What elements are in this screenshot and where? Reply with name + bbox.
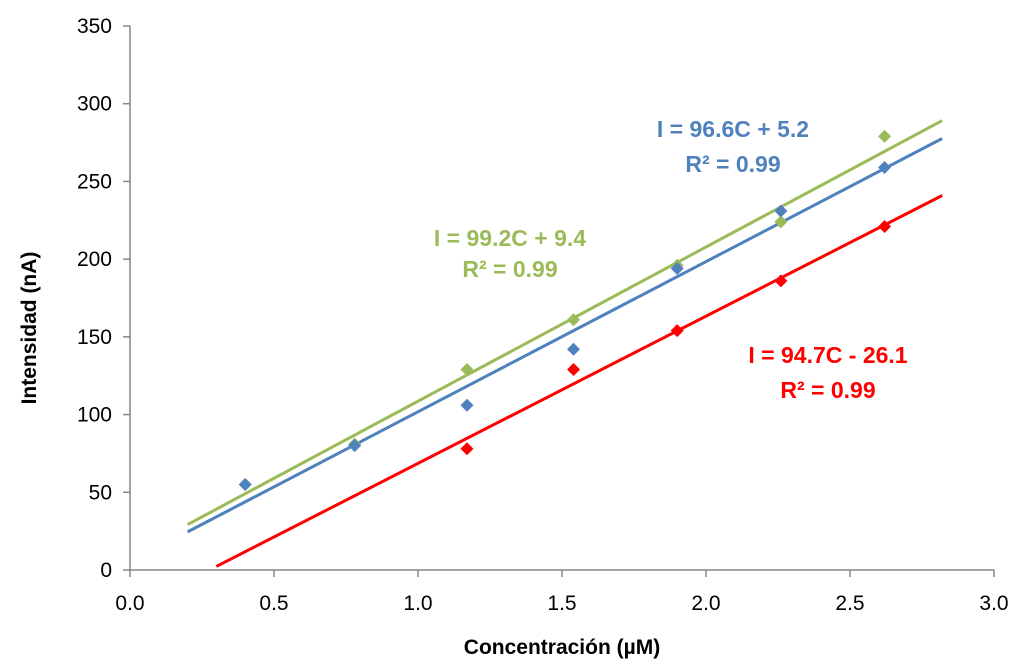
red-trendline xyxy=(215,194,943,568)
blue-data-point xyxy=(878,160,892,174)
y-tick-label: 150 xyxy=(77,326,112,349)
green-trendline xyxy=(186,119,943,526)
green-data-point xyxy=(878,129,892,143)
y-tick-label: 0 xyxy=(100,559,112,582)
red-data-point xyxy=(567,362,581,376)
axes xyxy=(129,26,994,571)
y-tick-label: 350 xyxy=(77,15,112,38)
red-data-point xyxy=(878,220,892,234)
green-data-point xyxy=(567,313,581,327)
blue-data-point xyxy=(670,261,684,275)
y-axis-title: Intensidad (nA) xyxy=(18,252,41,405)
blue-r2-label: R² = 0.99 xyxy=(685,151,780,177)
red-data-point xyxy=(670,324,684,338)
red-data-point xyxy=(460,442,474,456)
green-equation-label: I = 99.2C + 9.4 xyxy=(434,225,586,251)
green-data-point xyxy=(460,362,474,376)
y-tick-label: 250 xyxy=(77,170,112,193)
x-tick-label: 2.5 xyxy=(835,592,864,615)
green-r2-label: R² = 0.99 xyxy=(462,256,557,282)
x-tick-label: 1.0 xyxy=(403,592,432,615)
x-axis-title: Concentración (µM) xyxy=(464,636,660,659)
x-tick-label: 3.0 xyxy=(979,592,1008,615)
y-tick-label: 300 xyxy=(77,93,112,116)
blue-data-point xyxy=(460,398,474,412)
red-data-point xyxy=(774,274,788,288)
red-r2-label: R² = 0.99 xyxy=(780,377,875,403)
trendlines xyxy=(186,119,943,568)
x-tick-label: 0.5 xyxy=(259,592,288,615)
y-tick-label: 200 xyxy=(77,248,112,271)
y-tick-label: 100 xyxy=(77,404,112,427)
x-tick-label: 2.0 xyxy=(691,592,720,615)
red-equation-label: I = 94.7C - 26.1 xyxy=(748,342,907,368)
y-tick-label: 50 xyxy=(89,481,112,504)
blue-data-point xyxy=(774,204,788,218)
blue-data-point xyxy=(567,342,581,356)
blue-data-point xyxy=(348,439,362,453)
blue-data-point xyxy=(238,478,252,492)
data-points xyxy=(238,129,892,492)
green-data-point xyxy=(774,215,788,229)
blue-trendline xyxy=(186,137,943,534)
blue-equation-label: I = 96.6C + 5.2 xyxy=(657,116,809,142)
x-tick-label: 0.0 xyxy=(115,592,144,615)
x-tick-label: 1.5 xyxy=(547,592,576,615)
ticks: 0.0 0.5 1.0 1.5 2.0 2.5 3.0 0 50 100 150 200 250 300 3… xyxy=(77,15,1009,615)
